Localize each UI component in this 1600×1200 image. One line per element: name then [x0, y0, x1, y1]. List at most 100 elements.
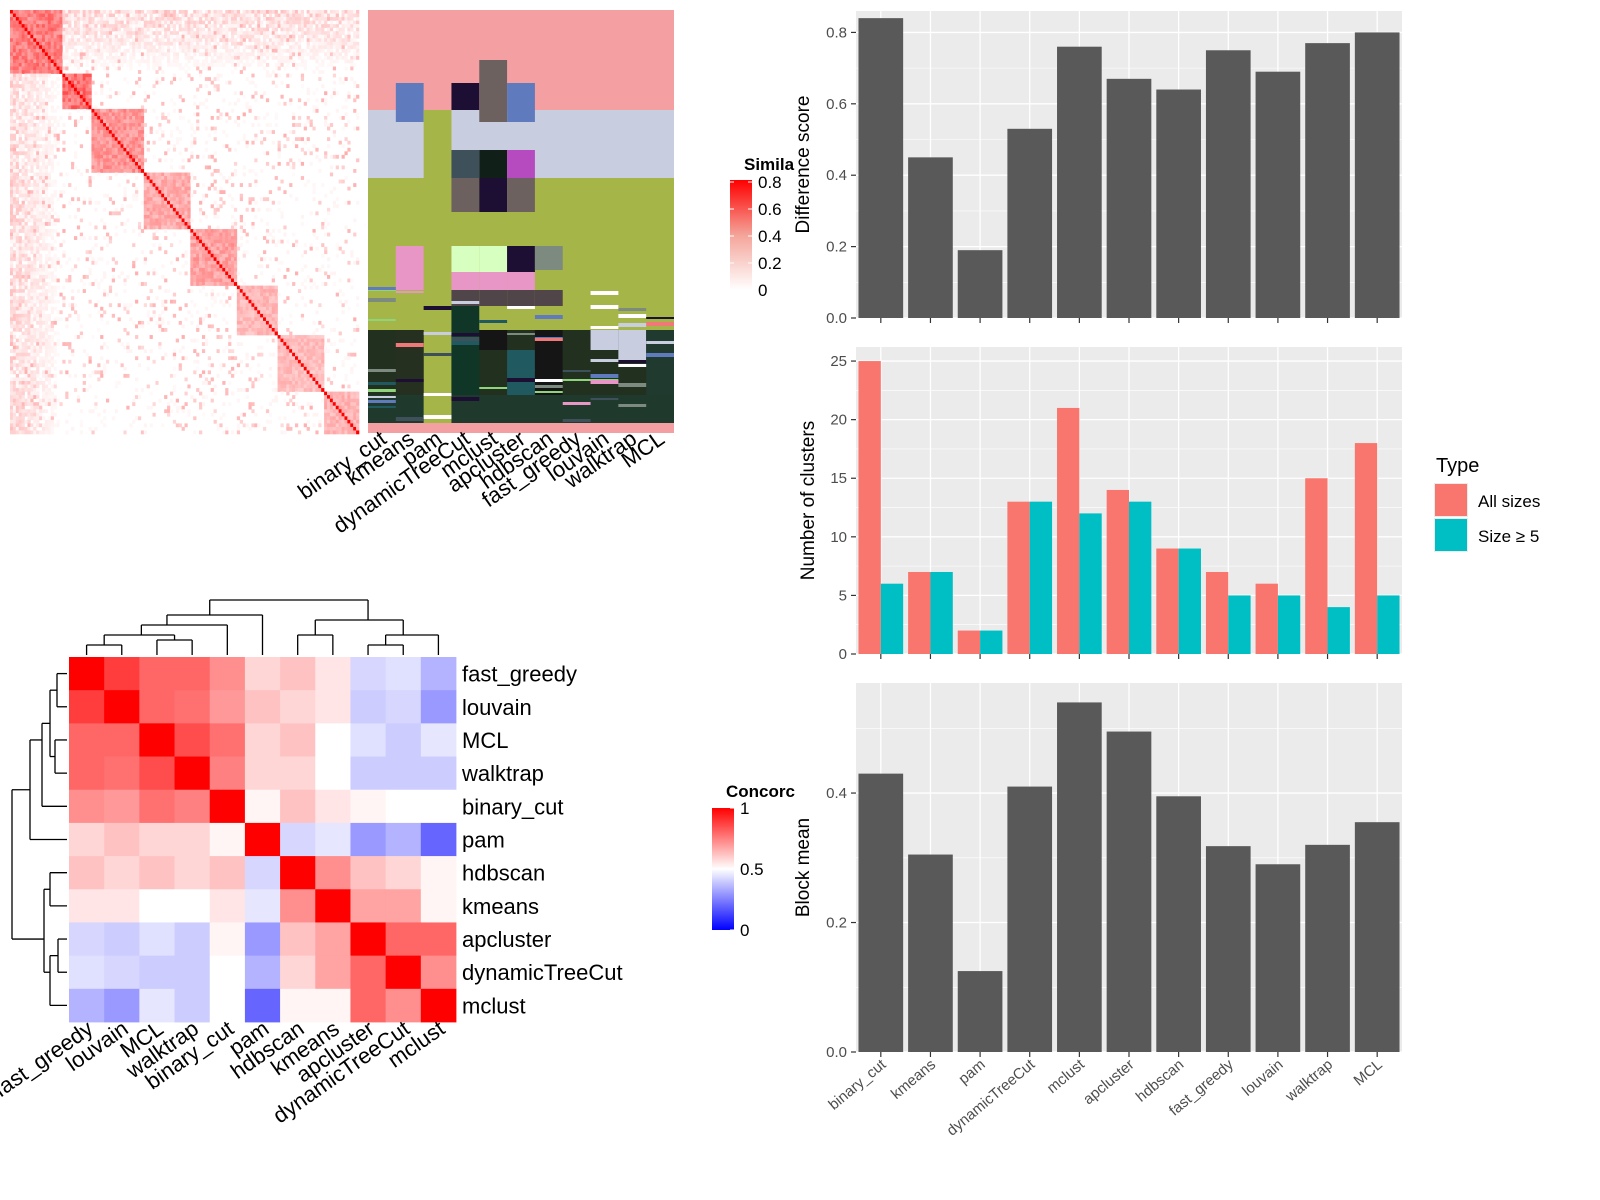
- similarity-cell: [114, 126, 118, 131]
- similarity-cell: [271, 140, 275, 145]
- similarity-cell: [12, 271, 17, 276]
- similarity-cell: [126, 303, 130, 308]
- similarity-cell: [50, 338, 54, 343]
- similarity-cell: [85, 126, 89, 131]
- similarity-cell: [216, 292, 220, 297]
- similarity-cell: [271, 275, 275, 279]
- similarity-cell: [187, 31, 191, 36]
- similarity-cell: [53, 253, 57, 258]
- similarity-cell: [178, 94, 182, 99]
- similarity-cell: [100, 119, 104, 124]
- similarity-cell: [105, 176, 110, 180]
- similarity-cell: [254, 172, 258, 177]
- similarity-cell: [184, 48, 188, 53]
- similarity-cell: [236, 306, 241, 311]
- similarity-cell: [21, 55, 25, 60]
- similarity-cell: [164, 183, 168, 187]
- similarity-cell: [114, 108, 118, 113]
- similarity-cell: [79, 278, 84, 283]
- similarity-cell: [97, 165, 101, 170]
- similarity-cell: [39, 190, 43, 195]
- similarity-cell: [82, 73, 86, 78]
- similarity-cell: [263, 137, 267, 142]
- similarity-cell: [18, 20, 22, 25]
- similarity-cell: [178, 24, 182, 28]
- similarity-cell: [210, 236, 214, 240]
- similarity-cell: [321, 225, 325, 230]
- similarity-cell: [152, 267, 156, 272]
- similarity-cell: [47, 338, 52, 343]
- similarity-cell: [27, 257, 31, 262]
- similarity-cell: [53, 320, 57, 325]
- similarity-cell: [50, 80, 54, 85]
- similarity-cell: [149, 289, 153, 293]
- similarity-cell: [15, 38, 20, 43]
- similarity-cell: [242, 34, 246, 39]
- similarity-cell: [47, 324, 52, 329]
- similarity-cell: [21, 70, 25, 74]
- similarity-cell: [187, 41, 191, 46]
- similarity-cell: [10, 151, 14, 156]
- similarity-cell: [39, 172, 43, 177]
- similarity-cell: [103, 310, 107, 315]
- similarity-cell: [199, 24, 203, 28]
- similarity-cell: [347, 94, 351, 99]
- similarity-cell: [274, 176, 278, 180]
- similarity-cell: [190, 275, 194, 279]
- similarity-cell: [132, 320, 136, 325]
- similarity-cell: [137, 45, 142, 50]
- similarity-cell: [137, 320, 142, 325]
- similarity-cell: [21, 243, 25, 248]
- similarity-cell: [295, 41, 299, 46]
- similarity-cell: [251, 207, 255, 212]
- similarity-cell: [172, 214, 177, 219]
- similarity-cell: [44, 123, 49, 127]
- similarity-cell: [24, 137, 28, 142]
- similarity-cell: [146, 183, 150, 187]
- similarity-cell: [114, 112, 118, 117]
- similarity-cell: [201, 246, 206, 251]
- similarity-cell: [36, 183, 40, 187]
- similarity-cell: [143, 176, 147, 180]
- similarity-cell: [213, 278, 217, 283]
- similarity-cell: [12, 222, 17, 226]
- similarity-cell: [91, 147, 95, 152]
- similarity-cell: [140, 229, 145, 233]
- similarity-cell: [50, 169, 54, 173]
- similarity-cell: [103, 144, 107, 149]
- similarity-cell: [24, 73, 28, 78]
- similarity-cell: [44, 324, 49, 329]
- similarity-cell: [103, 27, 107, 32]
- similarity-cell: [117, 130, 121, 134]
- similarity-cell: [85, 87, 89, 92]
- similarity-cell: [228, 282, 232, 286]
- similarity-cell: [271, 130, 275, 134]
- similarity-cell: [94, 116, 98, 120]
- similarity-cell: [292, 48, 296, 53]
- similarity-cell: [33, 292, 37, 297]
- similarity-cell: [15, 342, 20, 346]
- similarity-cell: [15, 105, 20, 110]
- similarity-cell: [265, 222, 270, 226]
- similarity-cell: [39, 264, 43, 269]
- similarity-cell: [306, 38, 310, 43]
- similarity-cell: [196, 229, 200, 233]
- similarity-cell: [149, 130, 153, 134]
- similarity-cell: [126, 20, 130, 25]
- similarity-cell: [312, 70, 316, 74]
- similarity-cell: [356, 27, 360, 32]
- similarity-cell: [321, 84, 325, 89]
- similarity-cell: [33, 126, 37, 131]
- similarity-cell: [120, 169, 124, 173]
- similarity-cell: [210, 27, 214, 32]
- similarity-cell: [303, 31, 307, 36]
- similarity-cell: [41, 200, 46, 205]
- similarity-cell: [277, 13, 281, 18]
- similarity-cell: [280, 211, 284, 216]
- similarity-cell: [329, 34, 334, 39]
- similarity-cell: [152, 179, 156, 184]
- similarity-cell: [327, 137, 331, 142]
- similarity-cell: [181, 183, 185, 187]
- similarity-cell: [210, 24, 214, 28]
- similarity-cell: [140, 108, 145, 113]
